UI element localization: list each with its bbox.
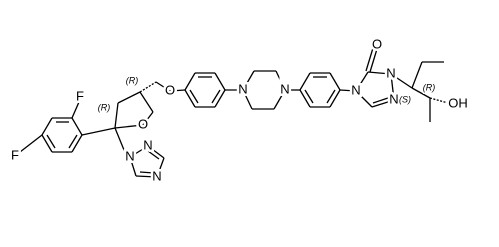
atom-label: N xyxy=(389,91,398,106)
atom-label: N xyxy=(280,81,289,96)
atom-label: O xyxy=(372,36,382,51)
atom-label: N xyxy=(238,81,247,96)
atom-label: O xyxy=(165,82,175,97)
atom-label: N xyxy=(152,168,161,183)
atom-label: F xyxy=(76,88,84,103)
atom-labels: F F O O N N N N N N N N O OH xyxy=(9,34,471,186)
atom-label: N xyxy=(125,148,134,163)
stereo-label: (R) xyxy=(126,75,139,85)
atom-label: N xyxy=(351,82,360,97)
atom-label: N xyxy=(386,65,395,80)
atom-label: O xyxy=(138,116,148,131)
stereo-labels: (R) (R) (S) (R) xyxy=(96,74,437,114)
stereo-label: (S) xyxy=(399,94,411,104)
bonds xyxy=(19,47,449,178)
stereo-label: (R) xyxy=(423,82,436,92)
atom-label: F xyxy=(11,147,19,162)
stereo-label: (R) xyxy=(98,102,111,112)
atom-label: N xyxy=(143,137,152,152)
atom-label: OH xyxy=(448,95,468,110)
